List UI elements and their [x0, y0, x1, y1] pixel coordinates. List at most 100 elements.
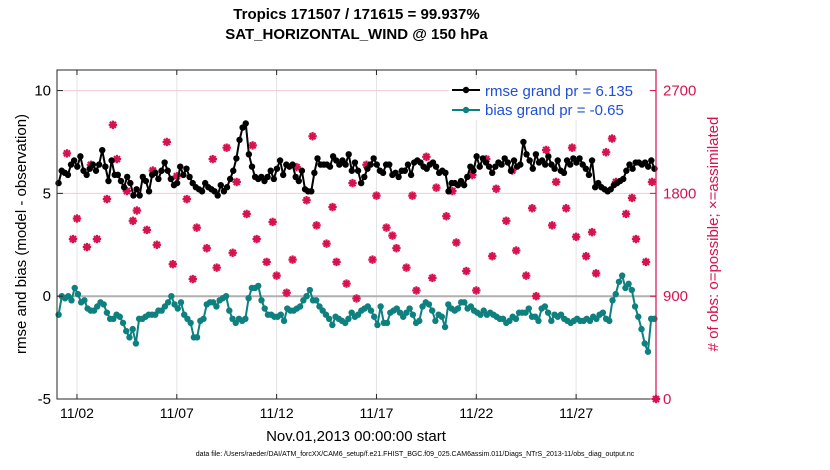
obs-marker: [522, 271, 531, 280]
obs-marker: [122, 186, 132, 196]
bias-point: [164, 299, 172, 306]
legend: rmse grand pr = 6.135 bias grand pr = -0…: [449, 79, 649, 120]
rmse-point: [345, 151, 352, 158]
bias-point: [374, 321, 381, 329]
legend-rmse-label: rmse grand pr = 6.135: [485, 83, 633, 100]
rmse-point: [354, 167, 362, 174]
rmse-point: [629, 165, 636, 172]
obs-marker-stroke: [169, 260, 177, 268]
obs-marker-stroke: [452, 238, 461, 247]
rmse-point: [145, 188, 153, 195]
obs-marker-stroke: [422, 153, 431, 161]
rmse-point: [164, 167, 171, 174]
bias-point: [261, 305, 268, 312]
obs-marker-stroke: [432, 183, 441, 192]
rmse-point: [64, 171, 72, 179]
rmse-point: [105, 177, 112, 185]
rmse-point: [489, 169, 496, 177]
obs-marker-stroke: [73, 214, 81, 223]
y-tick-label-right: 1800: [663, 185, 696, 202]
bias-point: [406, 305, 413, 312]
obs-marker-stroke: [272, 271, 281, 280]
rmse-point: [114, 171, 122, 179]
rmse-point: [542, 161, 549, 168]
obs-marker: [567, 143, 577, 152]
rmse-point: [55, 179, 62, 187]
y-tick-label-right: 900: [663, 288, 688, 305]
obs-marker-stroke: [348, 179, 357, 187]
rmse-point: [214, 192, 221, 199]
obs-marker-stroke: [252, 235, 261, 243]
y-tick-label-left: 10: [34, 83, 51, 100]
bias-point: [255, 282, 262, 290]
rmse-point: [464, 173, 471, 181]
bias-point: [193, 334, 201, 341]
rmse-point: [92, 167, 100, 174]
rmse-point: [177, 163, 184, 170]
obs-marker: [368, 255, 377, 264]
obs-marker-stroke: [502, 217, 511, 225]
rmse-point: [361, 173, 368, 181]
rmse-point: [217, 181, 224, 189]
obs-marker: [607, 134, 617, 143]
rmse-point: [445, 188, 452, 195]
bias-point: [126, 334, 133, 341]
obs-marker: [188, 274, 197, 284]
bias-point: [644, 348, 652, 355]
rmse-point: [504, 159, 512, 166]
bias-point: [416, 317, 423, 325]
rmse-point: [529, 165, 536, 172]
rmse-point: [401, 167, 409, 174]
rmse-point: [198, 188, 206, 195]
rmse-point: [545, 153, 552, 160]
rmse-point: [588, 157, 596, 164]
obs-marker-stroke: [242, 210, 251, 218]
obs-marker: [352, 294, 361, 303]
obs-marker-stroke: [163, 138, 171, 146]
obs-marker: [348, 178, 357, 188]
rmse-point: [248, 163, 256, 170]
rmse-point: [127, 179, 134, 187]
rmse-point: [485, 163, 493, 170]
bias-point: [612, 290, 619, 298]
obs-marker: [492, 184, 501, 194]
y-tick-label-left: 5: [43, 185, 51, 202]
obs-marker: [228, 248, 237, 257]
rmse-point: [123, 173, 131, 181]
obs-marker: [528, 204, 537, 213]
obs-marker: [587, 228, 597, 237]
obs-marker-stroke: [133, 206, 141, 215]
rmse-point: [311, 169, 318, 177]
bias-point: [367, 307, 375, 314]
obs-marker: [62, 149, 72, 158]
rmse-point: [230, 167, 237, 174]
bias-point: [454, 305, 462, 312]
obs-marker-stroke: [109, 121, 117, 129]
rmse-point: [95, 161, 103, 168]
obs-marker: [388, 231, 397, 240]
rmse-point: [395, 173, 402, 181]
bias-point: [615, 278, 623, 285]
x-tick-label: 11/02: [60, 405, 94, 421]
obs-marker-stroke: [528, 204, 536, 213]
obs-marker-stroke: [512, 246, 521, 255]
obs-marker-stroke: [69, 235, 77, 243]
obs-marker: [152, 240, 162, 249]
rmse-point: [517, 161, 524, 168]
bias-point: [245, 295, 252, 302]
obs-marker-stroke: [113, 155, 121, 163]
bias-point: [116, 313, 123, 320]
obs-marker: [432, 183, 441, 192]
rmse-point: [473, 153, 480, 160]
bias-point: [535, 317, 542, 325]
x-tick-label: 11/22: [459, 405, 493, 421]
bias-point: [638, 325, 645, 333]
obs-marker: [502, 216, 511, 225]
obs-marker-stroke: [93, 235, 101, 243]
obs-marker-stroke: [522, 271, 530, 280]
obs-marker: [162, 137, 172, 147]
data-file-note: data file: /Users/raeder/DAI/ATM_forcXX/…: [195, 451, 635, 458]
legend-rmse-marker: [462, 86, 470, 94]
